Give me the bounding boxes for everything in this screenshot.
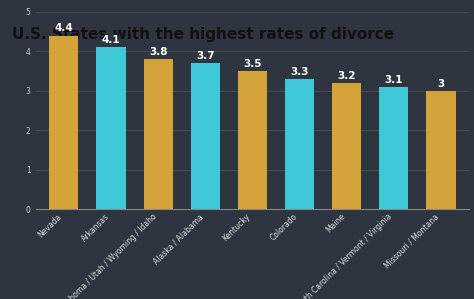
Bar bbox=[96, 48, 126, 209]
Text: 3.7: 3.7 bbox=[196, 51, 215, 61]
Bar bbox=[426, 91, 456, 209]
Text: 3.2: 3.2 bbox=[337, 71, 356, 81]
Text: 3.8: 3.8 bbox=[149, 47, 167, 57]
Text: U.S. States with the highest rates of divorce: U.S. States with the highest rates of di… bbox=[12, 27, 394, 42]
Bar bbox=[379, 87, 409, 209]
Bar bbox=[191, 63, 220, 209]
Text: 4.4: 4.4 bbox=[55, 23, 73, 33]
Text: 3.1: 3.1 bbox=[384, 74, 403, 85]
Bar bbox=[332, 83, 361, 209]
Text: 4.1: 4.1 bbox=[101, 35, 120, 45]
Bar bbox=[285, 79, 314, 209]
Bar bbox=[49, 36, 79, 209]
Text: 3: 3 bbox=[438, 79, 445, 89]
Text: 3.5: 3.5 bbox=[243, 59, 262, 69]
Text: 3.3: 3.3 bbox=[290, 67, 309, 77]
Bar bbox=[144, 59, 173, 209]
Bar bbox=[238, 71, 267, 209]
